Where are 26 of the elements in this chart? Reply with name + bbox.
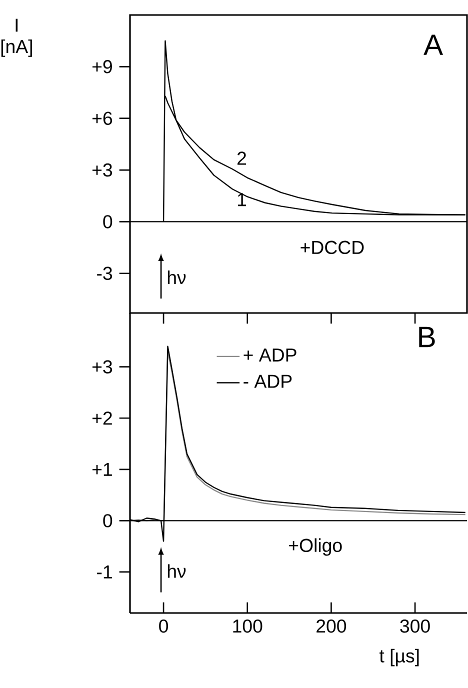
annotation: +Oligo	[289, 538, 342, 556]
y-tick-label: +3	[92, 163, 112, 177]
y-tick-label: -3	[97, 266, 112, 280]
annotation: B	[419, 326, 435, 348]
series-label: 2	[237, 152, 246, 165]
y-tick-label: +1	[92, 462, 112, 476]
y-tick-label: 0	[103, 514, 112, 528]
annotation: A	[424, 34, 444, 55]
y-tick-label: 0	[103, 215, 112, 228]
x-tick-label: 0	[159, 619, 168, 633]
legend-label: - ADP	[244, 374, 292, 388]
x-tick-label: 300	[400, 619, 430, 633]
annotation: hν	[168, 270, 186, 284]
y-tick-label: +3	[92, 360, 112, 374]
y-tick-label: +2	[92, 412, 112, 425]
annotation: +DCCD	[300, 240, 364, 254]
y-axis-title: I [nA]	[1, 18, 32, 57]
y-tick-label: -1	[97, 566, 112, 578]
x-tick-label: 200	[316, 619, 346, 633]
legend-label: + ADP	[244, 348, 296, 362]
annotation: hν	[168, 564, 186, 578]
series-label: 1	[238, 193, 246, 206]
x-axis-title: t [µs]	[379, 648, 419, 666]
x-tick-label: 100	[233, 619, 262, 633]
y-tick-label: +6	[92, 112, 112, 125]
y-tick-label: +9	[92, 60, 112, 74]
